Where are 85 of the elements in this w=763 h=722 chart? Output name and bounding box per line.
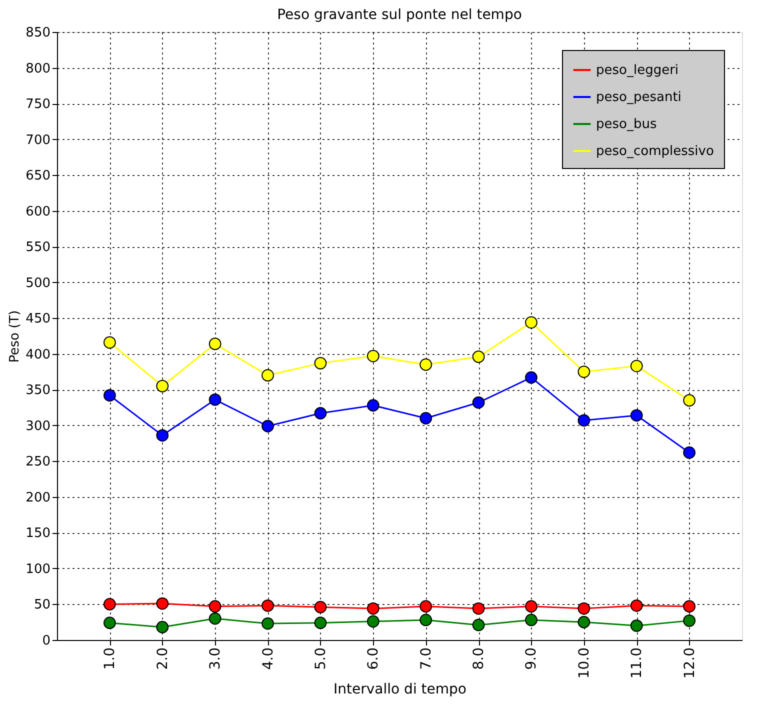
point bbox=[420, 600, 432, 613]
x-tick-label: 5.0 bbox=[312, 648, 329, 670]
y-tick-label: 850 bbox=[26, 26, 50, 40]
x-tick-label: 8.0 bbox=[471, 648, 488, 670]
x-tick-label: 11.0 bbox=[629, 648, 646, 679]
y-tick-label: 100 bbox=[26, 562, 50, 577]
x-tick-label: 10.0 bbox=[576, 648, 592, 679]
y-tick-label: 500 bbox=[26, 276, 50, 291]
point bbox=[208, 600, 222, 613]
point bbox=[525, 600, 538, 613]
y-tick-label: 750 bbox=[26, 97, 50, 112]
point bbox=[578, 414, 590, 427]
point bbox=[366, 350, 380, 362]
legend-label: peso_complessivo bbox=[596, 144, 714, 159]
point bbox=[578, 366, 590, 378]
point bbox=[156, 620, 169, 634]
point bbox=[472, 350, 485, 363]
y-tick-label: 550 bbox=[26, 240, 50, 256]
chart-title: Peso gravante sul ponte nel tempo bbox=[277, 7, 522, 23]
y-tick-label: 400 bbox=[26, 347, 50, 362]
point bbox=[262, 617, 274, 630]
point bbox=[630, 409, 643, 422]
point bbox=[472, 602, 485, 615]
y-tick-label: 300 bbox=[26, 418, 50, 434]
point bbox=[683, 614, 696, 627]
point bbox=[156, 380, 169, 392]
point bbox=[420, 614, 432, 626]
point bbox=[472, 618, 485, 632]
point bbox=[525, 614, 538, 626]
y-tick-label: 250 bbox=[26, 454, 50, 470]
x-axis-title: Intervallo di tempo bbox=[334, 682, 466, 698]
point bbox=[578, 602, 590, 615]
y-axis-title: Peso (T) bbox=[8, 310, 23, 363]
point bbox=[208, 393, 222, 406]
y-tick-label: 800 bbox=[26, 61, 50, 76]
point bbox=[366, 399, 380, 412]
x-tick-label: 6.0 bbox=[366, 648, 382, 670]
point bbox=[630, 620, 643, 632]
point bbox=[103, 598, 116, 610]
x-tick-label: 1.0 bbox=[102, 648, 118, 670]
point bbox=[262, 420, 274, 432]
point bbox=[630, 599, 643, 612]
legend-label: peso_leggeri bbox=[596, 63, 679, 78]
legend-label: peso_bus bbox=[596, 117, 657, 132]
point bbox=[103, 336, 116, 349]
point bbox=[314, 356, 327, 370]
point bbox=[366, 615, 380, 628]
point bbox=[420, 412, 432, 424]
x-tick-label: 2.0 bbox=[154, 648, 171, 670]
y-tick-label: 200 bbox=[26, 490, 50, 506]
point bbox=[103, 389, 116, 402]
point bbox=[578, 616, 590, 628]
y-tick-label: 150 bbox=[26, 526, 50, 542]
x-tick-label: 9.0 bbox=[524, 648, 540, 670]
point bbox=[420, 358, 432, 371]
point bbox=[683, 394, 696, 407]
legend-label: peso_pesanti bbox=[596, 90, 682, 105]
point bbox=[525, 316, 538, 329]
x-tick-label: 3.0 bbox=[208, 648, 224, 670]
point bbox=[156, 429, 169, 442]
y-tick-label: 0 bbox=[42, 634, 50, 648]
point bbox=[630, 360, 643, 372]
point bbox=[156, 597, 169, 610]
point bbox=[262, 599, 274, 612]
point bbox=[314, 616, 327, 630]
x-tick-label: 4.0 bbox=[260, 648, 276, 670]
x-tick-label: 12.0 bbox=[682, 648, 698, 679]
point bbox=[314, 407, 327, 420]
x-tick-label: 7.0 bbox=[418, 648, 434, 670]
point bbox=[314, 600, 327, 614]
point bbox=[683, 600, 696, 613]
point bbox=[472, 396, 485, 409]
y-tick-label: 600 bbox=[26, 204, 50, 220]
y-tick-label: 650 bbox=[26, 168, 50, 184]
point bbox=[208, 338, 222, 350]
y-tick-label: 450 bbox=[26, 312, 50, 327]
point bbox=[103, 616, 116, 630]
y-tick-label: 700 bbox=[26, 132, 50, 148]
point bbox=[683, 446, 696, 459]
point bbox=[262, 369, 274, 382]
y-tick-label: 50 bbox=[34, 598, 50, 613]
point bbox=[525, 371, 538, 384]
point bbox=[366, 602, 380, 615]
point bbox=[208, 612, 222, 625]
y-tick-label: 350 bbox=[26, 383, 50, 398]
